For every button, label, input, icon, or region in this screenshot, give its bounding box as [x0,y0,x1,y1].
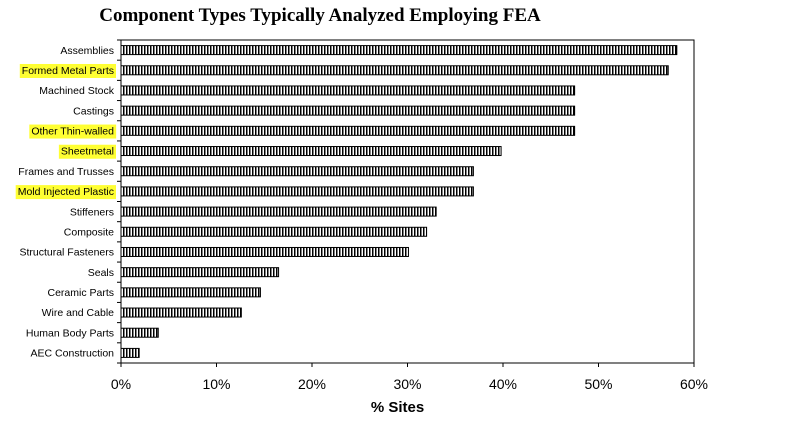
bar-aec-construction [120,347,140,358]
x-tick-label: 0% [111,376,131,392]
category-label-formed-metal-parts: Formed Metal Parts [22,65,114,77]
bar-formed-metal-parts [120,65,669,76]
category-label-machined-stock: Machined Stock [39,85,114,97]
bar-assemblies [120,45,678,56]
category-label-sheetmetal: Sheetmetal [61,146,114,158]
bar-mold-injected-plastic [120,186,474,197]
bar-machined-stock [120,85,576,96]
bar-structural-fasteners [120,246,409,257]
bar-stiffeners [120,206,437,217]
bar-sheetmetal [120,146,502,157]
category-highlight-mold-injected-plastic [15,185,116,200]
x-tick-label: 40% [489,376,517,392]
category-label-wire-and-cable: Wire and Cable [42,307,115,319]
category-label-seals: Seals [88,267,114,279]
chart-title: Component Types Typically Analyzed Emplo… [99,5,541,26]
bar-composite [120,226,428,237]
x-axis-title: % Sites [371,399,424,416]
category-label-aec-construction: AEC Construction [31,348,115,360]
bar-other-thin-walled [120,125,576,136]
bar-wire-and-cable [120,307,242,318]
category-label-structural-fasteners: Structural Fasteners [19,247,114,259]
category-highlight-sheetmetal [58,144,116,159]
category-label-mold-injected-plastic: Mold Injected Plastic [18,186,114,198]
bar-castings [120,105,576,116]
category-label-assemblies: Assemblies [60,45,114,57]
category-label-frames-and-trusses: Frames and Trusses [18,166,114,178]
x-tick-label: 20% [298,376,326,392]
category-label-other-thin-walled: Other Thin-walled [31,126,114,138]
category-label-composite: Composite [64,226,114,238]
x-tick-label: 50% [584,376,612,392]
x-tick-label: 30% [393,376,421,392]
category-label-stiffeners: Stiffeners [70,206,114,218]
category-highlight-other-thin-walled [29,124,117,139]
category-label-ceramic-parts: Ceramic Parts [47,287,114,299]
bar-ceramic-parts [120,287,261,298]
category-label-castings: Castings [73,105,114,117]
bar-seals [120,267,280,278]
x-tick-label: 10% [202,376,230,392]
bar-frames-and-trusses [120,166,474,177]
category-highlight-formed-metal-parts [19,63,116,78]
category-label-human-body-parts: Human Body Parts [26,327,114,339]
bar-human-body-parts [120,327,159,338]
x-tick-label: 60% [680,376,708,392]
